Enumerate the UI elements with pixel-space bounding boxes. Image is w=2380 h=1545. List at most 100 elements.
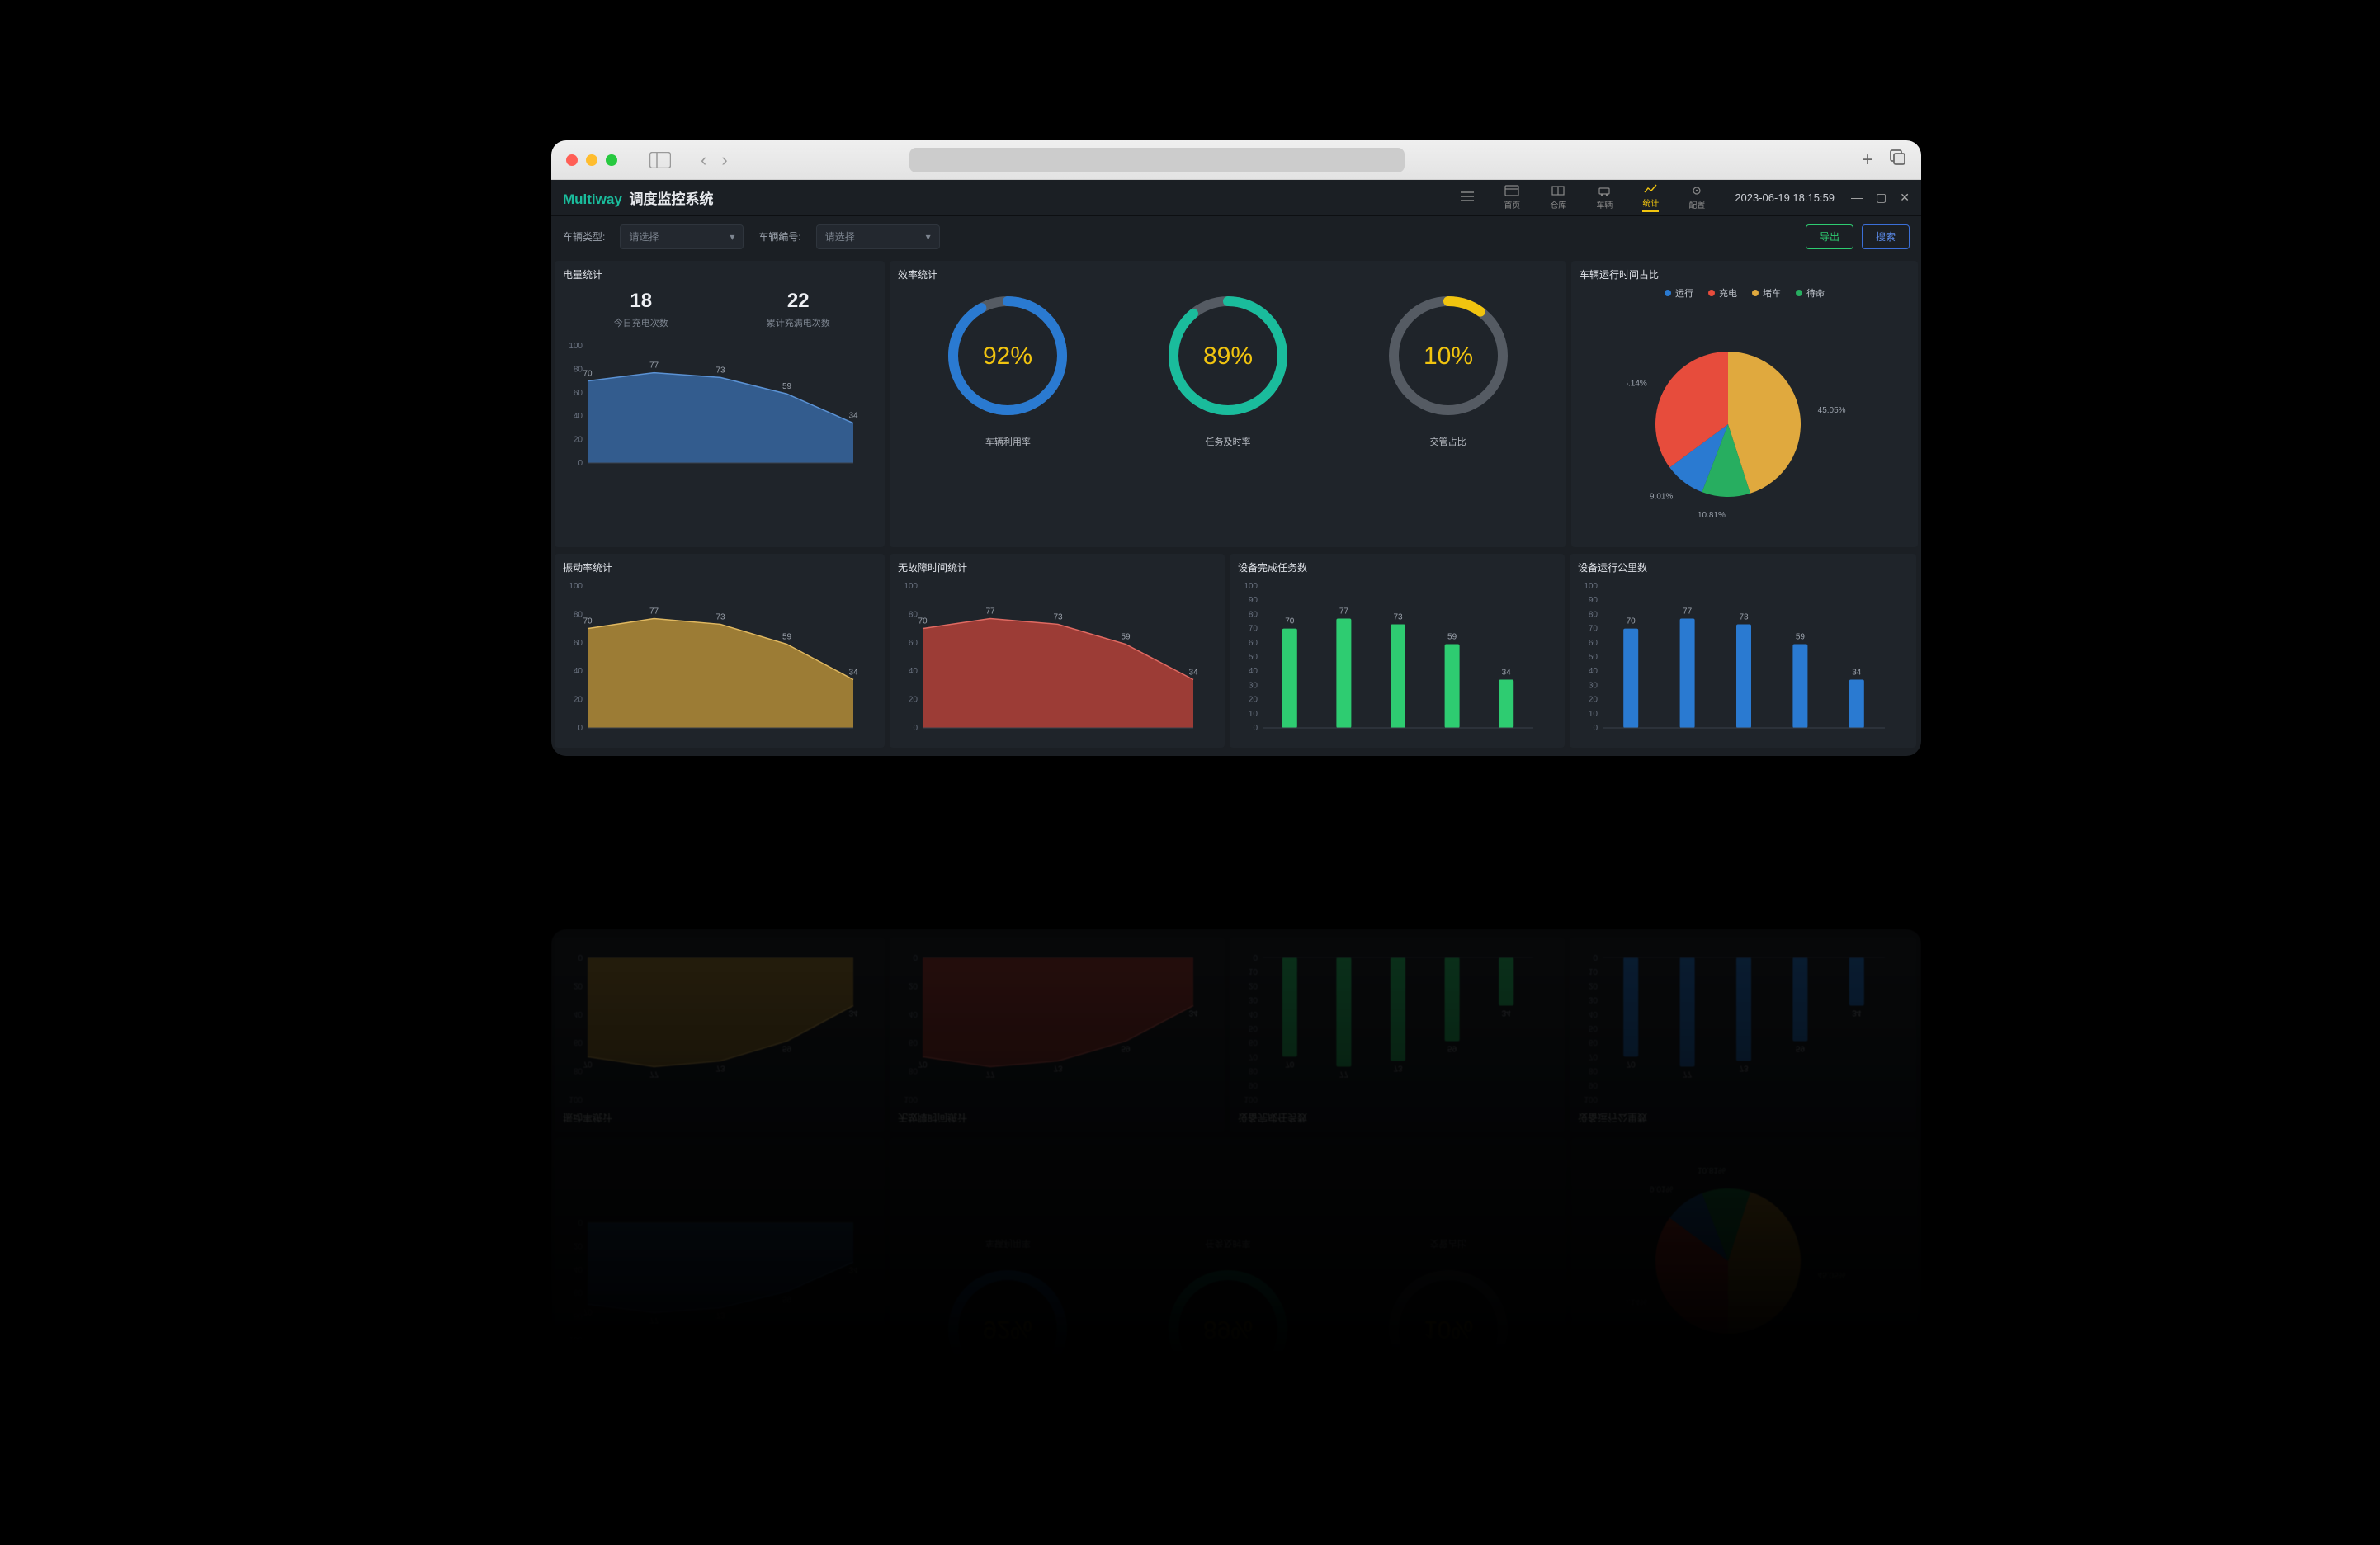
nav-item-4[interactable]: 配置 [1688, 1475, 1705, 1500]
nav-item-1[interactable]: 仓库 [1550, 185, 1566, 210]
svg-text:80: 80 [574, 1066, 583, 1075]
svg-text:100: 100 [1244, 582, 1258, 591]
svg-text:0: 0 [913, 724, 918, 733]
new-tab-icon[interactable]: + [1862, 1514, 1873, 1538]
svg-text:50: 50 [1249, 653, 1258, 662]
app-maximize-icon[interactable]: ▢ [1876, 191, 1887, 205]
svg-text:50: 50 [1589, 653, 1598, 662]
window-close-icon[interactable] [566, 1520, 578, 1532]
svg-text:73: 73 [715, 1064, 725, 1073]
svg-text:40: 40 [1589, 1009, 1598, 1018]
window-close-icon[interactable] [566, 154, 578, 166]
svg-text:10: 10 [1589, 966, 1598, 976]
vehicle-id-select[interactable]: 请选择 ▾ [816, 1437, 940, 1462]
svg-text:34: 34 [848, 412, 858, 421]
svg-text:50: 50 [1249, 1023, 1258, 1032]
app-maximize-icon[interactable]: ▢ [1876, 1481, 1887, 1495]
app-minimize-icon[interactable]: — [1851, 1481, 1863, 1495]
svg-text:59: 59 [1796, 633, 1806, 642]
vibration-area-chart: 0204060801007077735934 [563, 943, 876, 1108]
traffic-lights [566, 1520, 617, 1532]
pie-legend-item: 运行 [1665, 1386, 1693, 1399]
window-maximize-icon[interactable] [606, 1520, 617, 1532]
task-count-bar-chart: 01020304050607080901007077735934 [1238, 578, 1556, 743]
svg-text:80: 80 [574, 1311, 583, 1321]
svg-text:0: 0 [1253, 952, 1258, 961]
vehicle-type-label: 车辆类型: [563, 229, 605, 243]
window-minimize-icon[interactable] [586, 154, 597, 166]
vehicle-type-select[interactable]: 请选择 ▾ [620, 224, 744, 249]
vehicle-id-select[interactable]: 请选择 ▾ [816, 224, 940, 249]
window-maximize-icon[interactable] [606, 154, 617, 166]
svg-text:10%: 10% [1424, 1316, 1473, 1343]
nav-forward-icon[interactable]: › [716, 1515, 732, 1537]
vehicle-type-placeholder: 请选择 [629, 229, 659, 243]
svg-text:70: 70 [1285, 1059, 1295, 1068]
svg-text:73: 73 [1739, 612, 1749, 621]
tab-overview-icon[interactable] [1890, 1514, 1906, 1538]
svg-text:89%: 89% [1203, 1316, 1253, 1343]
sidebar-toggle-icon[interactable] [649, 152, 671, 168]
nav-item-2[interactable]: 车辆 [1596, 185, 1613, 210]
timestamp: 2023-06-19 18:15:59 [1735, 1481, 1835, 1494]
svg-text:34: 34 [848, 1008, 858, 1017]
svg-text:60: 60 [574, 1288, 583, 1297]
nav-item-3[interactable]: 统计 [1642, 1473, 1659, 1502]
svg-text:0: 0 [1593, 952, 1598, 961]
url-bar[interactable] [909, 148, 1405, 172]
nav-back-icon[interactable]: ‹ [696, 149, 711, 171]
km-count-bar-chart: 01020304050607080901007077735934 [1578, 578, 1908, 743]
svg-text:77: 77 [1339, 607, 1349, 617]
panel-title-efficiency: 效率统计 [898, 1404, 1558, 1418]
app-close-icon[interactable]: ✕ [1900, 1481, 1910, 1495]
svg-text:80: 80 [909, 1066, 918, 1075]
svg-text:20: 20 [1249, 696, 1258, 705]
window-minimize-icon[interactable] [586, 1520, 597, 1532]
svg-text:0: 0 [913, 952, 918, 961]
export-button[interactable]: 导出 [1806, 1437, 1853, 1462]
svg-text:80: 80 [1249, 610, 1258, 619]
panel-battery: 电量统计 18 今日充电次数 22 累计充满电次数 02040608010070… [555, 261, 885, 547]
new-tab-icon[interactable]: + [1862, 149, 1873, 172]
svg-text:9.01%: 9.01% [1650, 1184, 1673, 1193]
export-button[interactable]: 导出 [1806, 224, 1853, 249]
nav-item-2[interactable]: 车辆 [1596, 1475, 1613, 1500]
hamburger-icon[interactable] [1461, 1481, 1474, 1495]
app-header: Multiway 调度监控系统 首页仓库车辆统计配置 2023-06-19 18… [551, 1469, 1921, 1505]
vehicle-type-select[interactable]: 请选择 ▾ [620, 1437, 744, 1462]
nav-item-3[interactable]: 统计 [1642, 183, 1659, 212]
pie-legend: 运行充电堵车待命 [1580, 1386, 1910, 1399]
panel-title-battery: 电量统计 [563, 267, 876, 281]
svg-text:90: 90 [1589, 596, 1598, 605]
hamburger-icon[interactable] [1461, 191, 1474, 206]
nav-item-0[interactable]: 首页 [1504, 1475, 1520, 1500]
svg-text:73: 73 [1739, 1064, 1749, 1073]
app-minimize-icon[interactable]: — [1851, 191, 1863, 205]
panel-km-count: 设备运行公里数 01020304050607080901007077735934 [1570, 938, 1916, 1132]
svg-text:70: 70 [1285, 617, 1295, 626]
svg-text:100: 100 [1244, 1094, 1258, 1103]
nav-back-icon[interactable]: ‹ [696, 1515, 711, 1537]
nav-forward-icon[interactable]: › [716, 149, 732, 171]
search-button[interactable]: 搜索 [1862, 1437, 1910, 1462]
nav-item-4[interactable]: 配置 [1688, 185, 1705, 210]
nav-item-0[interactable]: 首页 [1504, 185, 1520, 210]
url-bar[interactable] [909, 1514, 1405, 1538]
sidebar-toggle-icon[interactable] [649, 1518, 671, 1534]
svg-text:59: 59 [1121, 633, 1131, 642]
svg-text:20: 20 [574, 980, 583, 990]
brand-title: 调度监控系统 [630, 1478, 714, 1494]
chevron-down-icon: ▾ [926, 231, 931, 243]
svg-text:30: 30 [1589, 995, 1598, 1004]
svg-text:10: 10 [1249, 710, 1258, 719]
nav-arrows: ‹ › [696, 149, 733, 171]
panel-title-battery: 电量统计 [563, 1404, 876, 1418]
svg-text:80: 80 [574, 365, 583, 374]
pie-legend-item: 运行 [1665, 286, 1693, 300]
battery-stats: 18 今日充电次数 22 累计充满电次数 [563, 1348, 876, 1401]
search-button[interactable]: 搜索 [1862, 224, 1910, 249]
app-close-icon[interactable]: ✕ [1900, 191, 1910, 205]
app-header: Multiway 调度监控系统 首页仓库车辆统计配置 2023-06-19 18… [551, 180, 1921, 216]
tab-overview-icon[interactable] [1890, 149, 1906, 172]
nav-item-1[interactable]: 仓库 [1550, 1475, 1566, 1500]
